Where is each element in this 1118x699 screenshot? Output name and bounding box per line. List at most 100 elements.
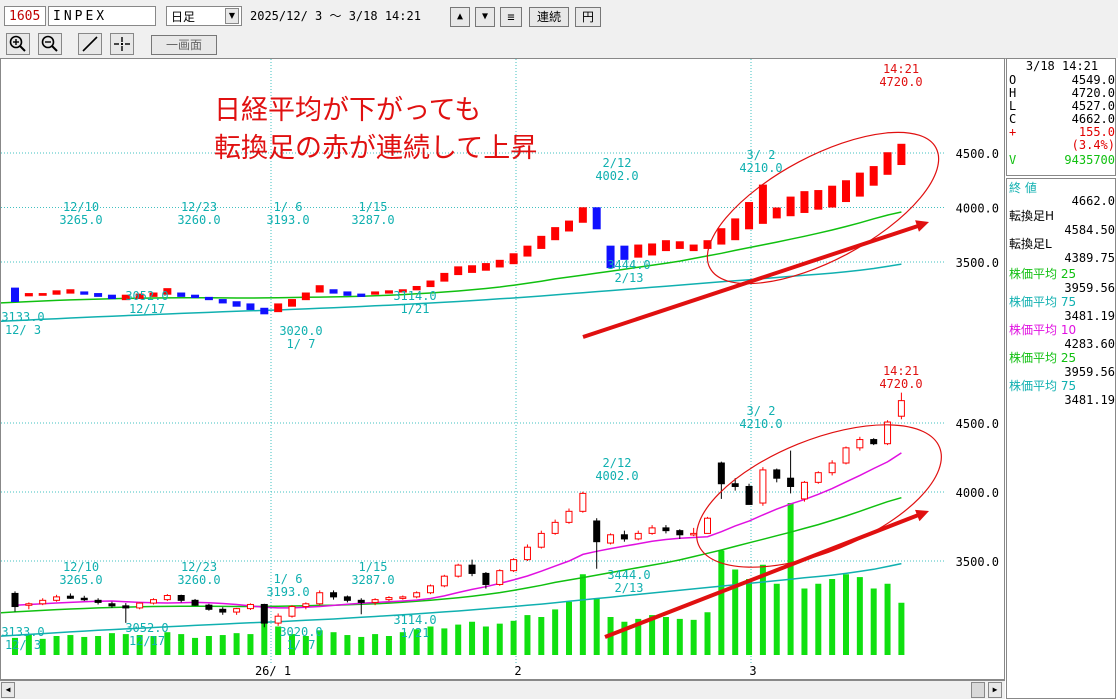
volume-bar xyxy=(95,636,102,655)
event-label: 1/21 xyxy=(401,626,430,640)
volume-value: 9435700 xyxy=(1064,153,1115,167)
tenkan-box xyxy=(426,280,435,288)
ohlc-value: 4527.0 xyxy=(1071,99,1115,113)
volume-bar xyxy=(150,636,157,655)
volume-bar xyxy=(662,617,669,655)
event-label: 3133.0 xyxy=(1,625,44,639)
candle-body xyxy=(343,596,351,601)
continuous-button[interactable]: 連続 xyxy=(529,7,569,27)
candle-body xyxy=(260,603,268,624)
info-panel: 3/18 14:21 O 4549.0 H 4720.0 L 4527.0 C 4662.0 +… xyxy=(1006,58,1118,699)
volume-bar xyxy=(25,634,32,655)
candle-body xyxy=(828,462,836,474)
crosshair-button[interactable] xyxy=(110,33,134,55)
tenkan-h-label: 転換足H xyxy=(1009,209,1055,223)
x-tick-label: 3 xyxy=(749,664,756,678)
y-tick-label: 3500.0 xyxy=(956,555,999,569)
candle-body xyxy=(731,483,739,487)
menu-button[interactable]: ≡ xyxy=(500,7,522,27)
event-label: 3265.0 xyxy=(59,213,102,227)
event-label: 12/23 xyxy=(181,200,217,214)
event-label: 4720.0 xyxy=(879,377,922,391)
tenkan-box xyxy=(52,290,61,295)
volume-bar xyxy=(898,602,905,655)
tenkan-box xyxy=(288,299,296,307)
tenkan-box xyxy=(315,285,324,293)
ma-label: 株価平均 10 xyxy=(1009,323,1077,337)
candle-body xyxy=(399,596,407,599)
event-label: 3265.0 xyxy=(59,573,102,587)
tenkan-box xyxy=(869,166,878,186)
volume-bar xyxy=(316,630,323,655)
zoom-out-button[interactable] xyxy=(38,33,62,55)
candle-body xyxy=(454,564,462,577)
tenkan-box xyxy=(565,220,573,232)
event-label: 3287.0 xyxy=(351,573,394,587)
y-tick-label: 4000.0 xyxy=(956,202,999,216)
candle-body xyxy=(25,603,33,606)
tenkan-box xyxy=(454,266,463,276)
volume-bar xyxy=(108,633,115,655)
candle-body xyxy=(717,462,725,485)
volume-bar xyxy=(759,564,766,655)
period-select[interactable]: 日足 ▼ xyxy=(166,6,242,26)
volume-bar xyxy=(510,620,517,655)
tenkan-box xyxy=(204,296,213,301)
scroll-right-button[interactable]: ▶ xyxy=(988,682,1002,698)
tenkan-box xyxy=(537,235,546,249)
tenkan-box xyxy=(274,303,283,313)
ohlc-value: 4720.0 xyxy=(1071,86,1115,100)
info-box xyxy=(1006,58,1116,176)
scroll-left-button[interactable]: ◀ xyxy=(1,682,15,698)
tenkan-box xyxy=(371,291,380,295)
single-screen-button[interactable]: 一画面 xyxy=(151,35,217,55)
scroll-down-button[interactable]: ▼ xyxy=(475,7,495,27)
zoom-in-button[interactable] xyxy=(6,33,30,55)
volume-bar xyxy=(205,636,212,655)
event-label: 3444.0 xyxy=(607,258,650,272)
code-field[interactable]: 1605 xyxy=(4,6,46,26)
volume-bar xyxy=(385,636,392,655)
volume-bar xyxy=(496,623,503,655)
tenkan-box xyxy=(717,228,726,245)
event-label: 3114.0 xyxy=(393,613,436,627)
ohlc-value: 155.0 xyxy=(1078,125,1115,139)
event-label: 12/ 3 xyxy=(5,638,41,652)
scroll-thumb[interactable] xyxy=(971,682,985,698)
ma-value: 3959.56 xyxy=(1064,365,1115,379)
yen-button[interactable]: 円 xyxy=(575,7,601,27)
range-field[interactable]: 2025/12/ 3 ～ 3/18 14:21 xyxy=(250,9,421,23)
volume-bar xyxy=(801,588,808,655)
volume-bar xyxy=(219,635,226,655)
ohlc-value: 4662.0 xyxy=(1071,112,1115,126)
draw-line-button[interactable] xyxy=(78,33,102,55)
tenkan-box xyxy=(398,289,407,293)
candle-body xyxy=(274,615,282,624)
horizontal-scrollbar[interactable]: ◀ ▶ xyxy=(0,680,1005,699)
candle-body xyxy=(163,595,171,601)
info-pct: (3.4%) xyxy=(1071,138,1115,152)
tenkan-box xyxy=(661,240,670,252)
name-field[interactable]: INPEX xyxy=(48,6,156,26)
volume-bar xyxy=(330,632,337,655)
candle-body xyxy=(205,604,213,610)
candle-body xyxy=(108,603,116,607)
price-chart: 3500.0 3500.0 4000.0 4000.0 4500.0 4500.0 26/ … xyxy=(1,59,999,678)
tenkan-box xyxy=(592,207,601,230)
ohlc-key: H xyxy=(1009,86,1017,100)
scroll-up-button[interactable]: ▲ xyxy=(450,7,470,27)
tenkan-box xyxy=(329,289,338,294)
tenkan-box xyxy=(80,291,89,295)
x-tick-label: 26/ 1 xyxy=(255,664,291,678)
chart-area[interactable]: 3500.0 3500.0 4000.0 4000.0 4500.0 4500.0 26/ … xyxy=(0,58,1005,680)
tenkan-box xyxy=(440,272,449,282)
volume-bar xyxy=(746,579,753,655)
volume-bar xyxy=(164,632,171,655)
tenkan-box xyxy=(177,292,186,297)
candle-body xyxy=(468,564,476,574)
volume-bar xyxy=(399,632,406,655)
volume-label: V xyxy=(1009,153,1017,167)
tenkan-box xyxy=(384,290,393,294)
zoom-out-icon xyxy=(41,35,58,52)
candle-body xyxy=(66,595,74,599)
